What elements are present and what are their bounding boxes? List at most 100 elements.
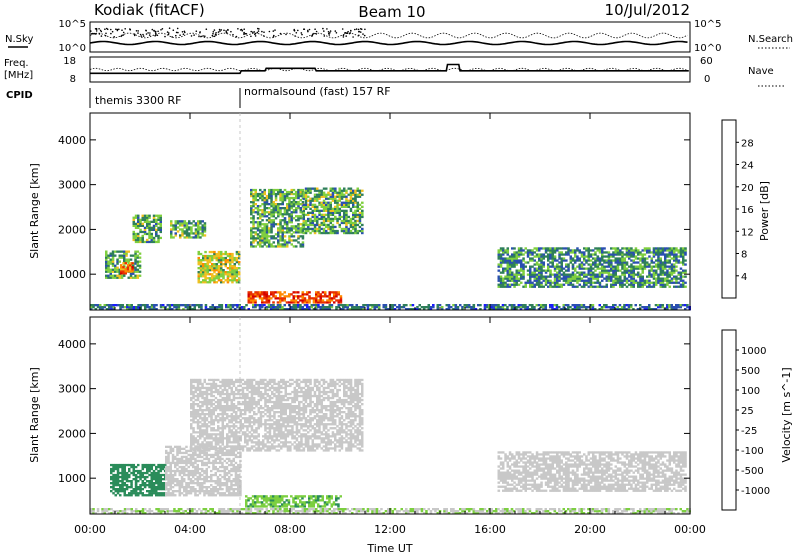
power-cell bbox=[215, 265, 218, 268]
power-cell bbox=[155, 240, 158, 244]
power-cell bbox=[277, 223, 280, 226]
velocity-cell bbox=[587, 508, 590, 511]
power-cell bbox=[366, 308, 370, 311]
power-cell bbox=[668, 271, 671, 274]
velocity-cell bbox=[657, 510, 660, 513]
power-cell bbox=[347, 221, 350, 225]
power-cell bbox=[316, 221, 319, 225]
power-cell bbox=[517, 255, 521, 258]
velocity-cell bbox=[212, 473, 215, 477]
power-cell bbox=[472, 304, 476, 307]
date-title: 10/Jul/2012 bbox=[605, 1, 690, 19]
power-cell bbox=[263, 196, 266, 200]
power-cell bbox=[510, 308, 514, 311]
power-cell bbox=[107, 256, 110, 259]
power-cell bbox=[208, 259, 212, 262]
power-cell bbox=[623, 283, 626, 286]
power-cell bbox=[345, 225, 348, 229]
power-cell bbox=[354, 193, 357, 196]
power-cell bbox=[297, 241, 300, 244]
power-cell bbox=[197, 226, 200, 229]
velocity-cell bbox=[180, 508, 183, 511]
power-cell bbox=[679, 271, 683, 274]
power-cell bbox=[265, 225, 269, 228]
power-cell bbox=[126, 268, 130, 271]
power-cell bbox=[288, 213, 291, 216]
power-cell bbox=[673, 251, 676, 254]
power-cell bbox=[190, 230, 193, 233]
power-cell bbox=[358, 189, 362, 192]
nsky-point bbox=[244, 32, 247, 35]
power-cell bbox=[170, 220, 173, 223]
power-cell bbox=[216, 306, 219, 309]
velocity-cell bbox=[159, 482, 162, 485]
power-cell bbox=[515, 257, 518, 260]
velocity-cell bbox=[187, 473, 190, 477]
power-cell bbox=[549, 271, 552, 274]
velocity-cell bbox=[157, 482, 160, 485]
power-cell bbox=[666, 247, 669, 250]
power-cell bbox=[684, 281, 687, 284]
power-cell bbox=[288, 199, 291, 202]
velocity-cell bbox=[375, 510, 379, 513]
power-cell bbox=[565, 273, 568, 276]
power-cell bbox=[353, 308, 356, 311]
velocity-cell bbox=[152, 490, 156, 493]
power-cell bbox=[229, 254, 232, 258]
nsky-point bbox=[358, 34, 360, 37]
power-cell bbox=[567, 281, 570, 284]
power-cell bbox=[217, 250, 221, 254]
velocity-cell bbox=[139, 486, 142, 489]
power-cell bbox=[270, 297, 273, 300]
power-cell bbox=[583, 271, 586, 274]
power-cell bbox=[524, 251, 527, 254]
power-cell bbox=[213, 263, 216, 266]
power-cell bbox=[277, 215, 280, 218]
nsky-point bbox=[223, 29, 225, 32]
power-cell bbox=[315, 308, 318, 311]
power-cell bbox=[356, 219, 359, 223]
velocity-cell bbox=[180, 492, 184, 495]
power-cell bbox=[252, 301, 255, 304]
power-cell bbox=[612, 253, 615, 256]
power-cell bbox=[465, 304, 469, 307]
power-cell bbox=[331, 231, 335, 235]
power-cell bbox=[666, 271, 669, 274]
power-cell bbox=[215, 281, 218, 284]
power-cell bbox=[283, 188, 287, 192]
velocity-cell bbox=[198, 467, 202, 471]
power-cell bbox=[281, 306, 284, 309]
power-cell bbox=[320, 191, 323, 194]
nave-tick-bottom: 0 bbox=[704, 74, 710, 85]
power-cell bbox=[204, 250, 207, 254]
velocity-cell bbox=[452, 512, 455, 515]
power-cell bbox=[652, 271, 656, 274]
power-cell bbox=[664, 259, 667, 262]
velocity-cell bbox=[189, 492, 193, 495]
power-cell bbox=[322, 209, 326, 212]
power-cell bbox=[589, 253, 593, 256]
velocity-cell bbox=[194, 473, 197, 477]
power-cell bbox=[229, 308, 232, 311]
power-cell bbox=[567, 275, 570, 278]
power-cell bbox=[96, 306, 100, 309]
velocity-cell bbox=[174, 480, 177, 483]
power-cell bbox=[123, 274, 126, 277]
power-cell bbox=[362, 304, 365, 307]
power-cell bbox=[511, 257, 514, 260]
nsky-point bbox=[323, 35, 326, 37]
velocity-cell bbox=[171, 494, 175, 497]
power-cell bbox=[497, 275, 501, 278]
velocity-cell bbox=[196, 467, 199, 471]
power-cell bbox=[526, 279, 530, 282]
power-cell bbox=[616, 261, 620, 264]
power-cell bbox=[632, 261, 635, 264]
power-cell bbox=[549, 261, 552, 264]
power-cell bbox=[517, 277, 521, 280]
velocity-cell bbox=[171, 459, 175, 463]
power-cell bbox=[610, 275, 613, 278]
power-cell bbox=[637, 281, 640, 284]
power-cell bbox=[504, 275, 507, 278]
power-cell bbox=[641, 269, 644, 272]
power-panel-frame bbox=[89, 112, 691, 311]
